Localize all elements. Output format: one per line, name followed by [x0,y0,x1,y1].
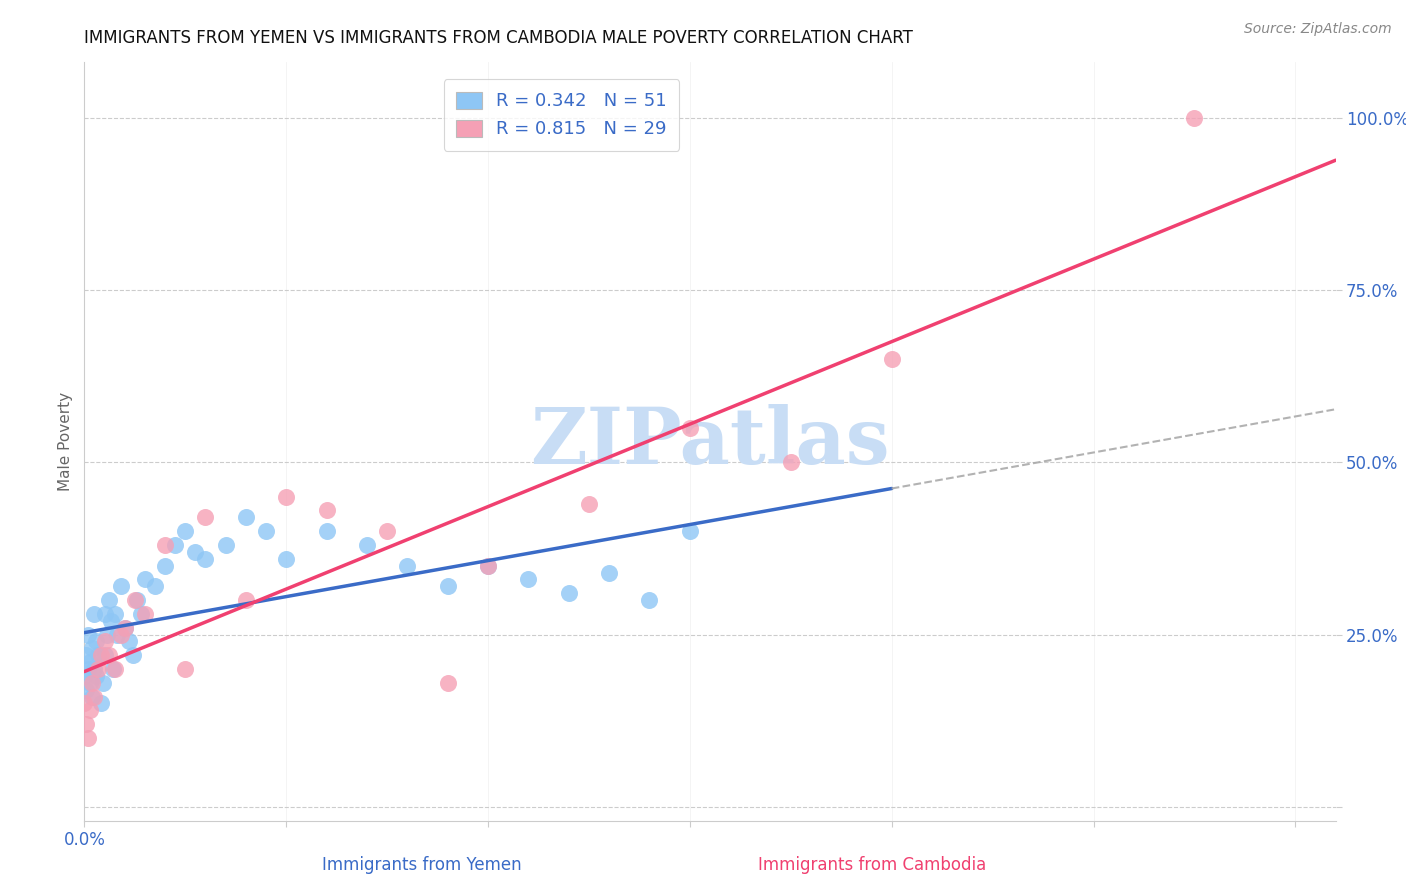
Point [87,648,110,663]
Point [73,669,96,683]
Point [153,558,176,573]
Point [477,558,499,573]
Point [79,655,101,669]
Point [87,662,110,676]
Point [356,538,378,552]
Point [129,607,152,621]
Text: ZIPatlas: ZIPatlas [530,403,890,480]
Point [315,503,337,517]
Point [75,682,97,697]
Point [77,627,100,641]
Point [77,731,100,745]
Text: Immigrants from Yemen: Immigrants from Yemen [322,855,522,873]
Point [436,579,458,593]
Point [315,524,337,538]
Point [91,675,114,690]
Point [174,662,197,676]
Point [436,675,458,690]
Text: Immigrants from Cambodia: Immigrants from Cambodia [758,855,986,873]
Y-axis label: Male Poverty: Male Poverty [58,392,73,491]
Point [83,690,105,704]
Legend: R = 0.342   N = 51, R = 0.815   N = 29: R = 0.342 N = 51, R = 0.815 N = 29 [444,79,679,151]
Point [638,593,661,607]
Point [1184,111,1206,125]
Point [235,510,257,524]
Point [214,538,236,552]
Point [93,648,115,663]
Point [118,634,141,648]
Point [276,551,298,566]
Point [89,697,111,711]
Point [97,593,120,607]
Point [114,621,136,635]
Point [114,621,136,635]
Point [86,634,108,648]
Point [105,627,128,641]
Point [83,662,105,676]
Point [153,538,176,552]
Point [75,717,97,731]
Point [93,634,115,648]
Point [679,421,702,435]
Point [82,641,104,656]
Point [124,593,146,607]
Point [73,697,96,711]
Point [77,662,100,676]
Point [165,538,187,552]
Point [75,648,97,663]
Point [86,669,108,683]
Point [375,524,398,538]
Point [89,648,111,663]
Text: IMMIGRANTS FROM YEMEN VS IMMIGRANTS FROM CAMBODIA MALE POVERTY CORRELATION CHART: IMMIGRANTS FROM YEMEN VS IMMIGRANTS FROM… [84,29,914,47]
Point [679,524,702,538]
Point [578,497,600,511]
Point [880,351,903,366]
Point [96,627,118,641]
Point [477,558,499,573]
Point [184,545,207,559]
Point [779,455,801,469]
Point [134,607,156,621]
Point [143,579,166,593]
Point [134,573,156,587]
Point [79,675,101,690]
Point [100,614,122,628]
Point [101,662,124,676]
Point [121,648,143,663]
Point [598,566,620,580]
Point [83,607,105,621]
Point [93,607,115,621]
Point [194,551,217,566]
Point [104,607,127,621]
Point [558,586,581,600]
Point [517,573,540,587]
Point [276,490,298,504]
Point [104,662,127,676]
Point [254,524,277,538]
Point [79,703,101,717]
Text: Source: ZipAtlas.com: Source: ZipAtlas.com [1244,22,1392,37]
Point [174,524,197,538]
Point [235,593,257,607]
Point [82,675,104,690]
Point [194,510,217,524]
Point [97,648,120,663]
Point [110,579,132,593]
Point [125,593,148,607]
Point [396,558,419,573]
Point [110,627,132,641]
Point [82,690,104,704]
